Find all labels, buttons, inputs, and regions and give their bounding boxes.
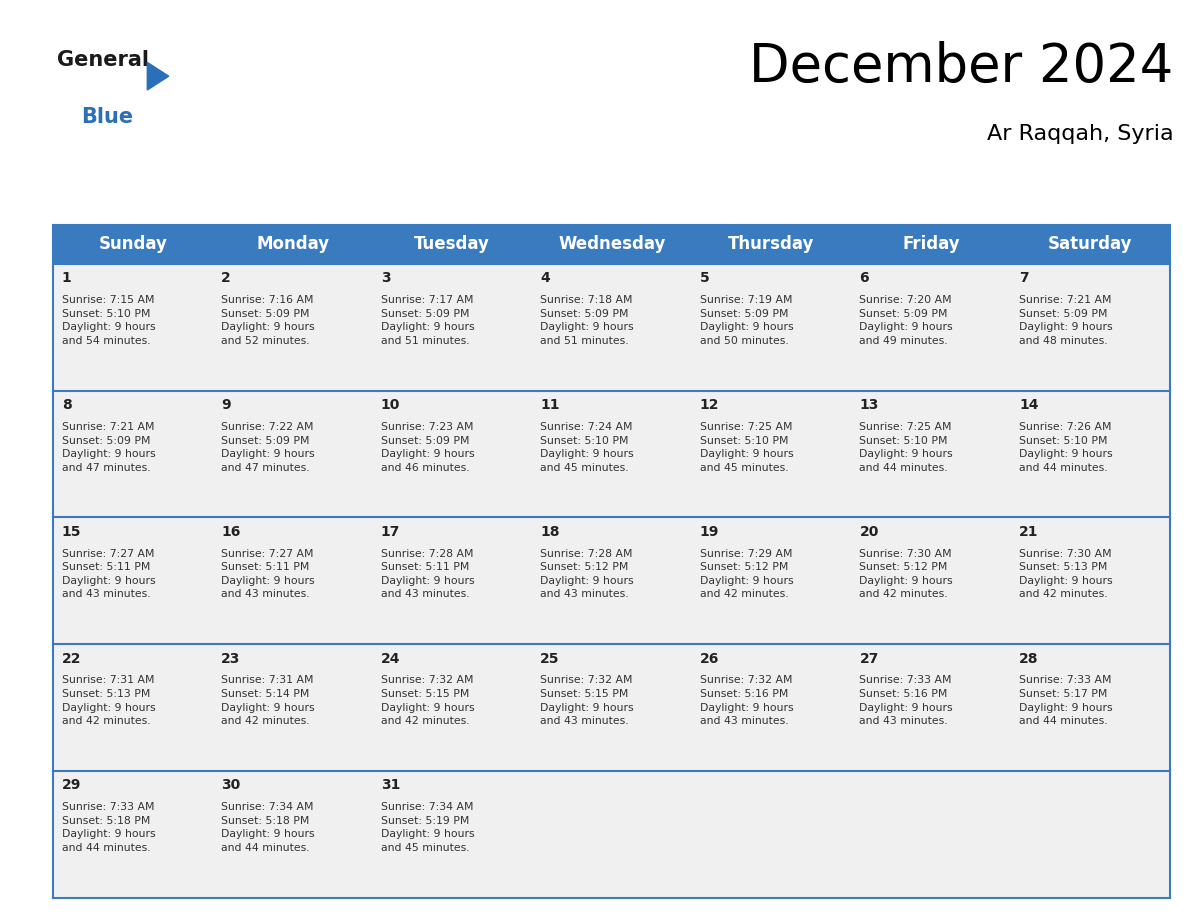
- Text: 25: 25: [541, 652, 560, 666]
- Text: 24: 24: [381, 652, 400, 666]
- Text: Sunrise: 7:23 AM
Sunset: 5:09 PM
Daylight: 9 hours
and 46 minutes.: Sunrise: 7:23 AM Sunset: 5:09 PM Dayligh…: [381, 422, 474, 473]
- Text: Sunrise: 7:34 AM
Sunset: 5:18 PM
Daylight: 9 hours
and 44 minutes.: Sunrise: 7:34 AM Sunset: 5:18 PM Dayligh…: [221, 802, 315, 853]
- Text: 20: 20: [859, 525, 879, 539]
- Text: Sunrise: 7:21 AM
Sunset: 5:09 PM
Daylight: 9 hours
and 47 minutes.: Sunrise: 7:21 AM Sunset: 5:09 PM Dayligh…: [62, 422, 156, 473]
- Text: Sunrise: 7:30 AM
Sunset: 5:13 PM
Daylight: 9 hours
and 42 minutes.: Sunrise: 7:30 AM Sunset: 5:13 PM Dayligh…: [1019, 549, 1113, 599]
- Text: Ar Raqqah, Syria: Ar Raqqah, Syria: [987, 124, 1174, 144]
- Text: 3: 3: [381, 272, 391, 285]
- Text: Sunrise: 7:25 AM
Sunset: 5:10 PM
Daylight: 9 hours
and 45 minutes.: Sunrise: 7:25 AM Sunset: 5:10 PM Dayligh…: [700, 422, 794, 473]
- Text: 26: 26: [700, 652, 719, 666]
- Text: Sunrise: 7:28 AM
Sunset: 5:11 PM
Daylight: 9 hours
and 43 minutes.: Sunrise: 7:28 AM Sunset: 5:11 PM Dayligh…: [381, 549, 474, 599]
- Text: Sunrise: 7:27 AM
Sunset: 5:11 PM
Daylight: 9 hours
and 43 minutes.: Sunrise: 7:27 AM Sunset: 5:11 PM Dayligh…: [62, 549, 156, 599]
- Text: 6: 6: [859, 272, 870, 285]
- Text: Sunrise: 7:27 AM
Sunset: 5:11 PM
Daylight: 9 hours
and 43 minutes.: Sunrise: 7:27 AM Sunset: 5:11 PM Dayligh…: [221, 549, 315, 599]
- Text: Sunrise: 7:34 AM
Sunset: 5:19 PM
Daylight: 9 hours
and 45 minutes.: Sunrise: 7:34 AM Sunset: 5:19 PM Dayligh…: [381, 802, 474, 853]
- Text: Sunrise: 7:20 AM
Sunset: 5:09 PM
Daylight: 9 hours
and 49 minutes.: Sunrise: 7:20 AM Sunset: 5:09 PM Dayligh…: [859, 296, 953, 346]
- Text: Sunrise: 7:26 AM
Sunset: 5:10 PM
Daylight: 9 hours
and 44 minutes.: Sunrise: 7:26 AM Sunset: 5:10 PM Dayligh…: [1019, 422, 1113, 473]
- Text: Sunrise: 7:16 AM
Sunset: 5:09 PM
Daylight: 9 hours
and 52 minutes.: Sunrise: 7:16 AM Sunset: 5:09 PM Dayligh…: [221, 296, 315, 346]
- Polygon shape: [147, 62, 169, 90]
- Text: Sunrise: 7:25 AM
Sunset: 5:10 PM
Daylight: 9 hours
and 44 minutes.: Sunrise: 7:25 AM Sunset: 5:10 PM Dayligh…: [859, 422, 953, 473]
- Text: 15: 15: [62, 525, 81, 539]
- Text: 31: 31: [381, 778, 400, 792]
- Text: 19: 19: [700, 525, 719, 539]
- Text: Thursday: Thursday: [728, 235, 815, 253]
- Text: Friday: Friday: [902, 235, 960, 253]
- Text: 12: 12: [700, 398, 720, 412]
- Text: Sunrise: 7:15 AM
Sunset: 5:10 PM
Daylight: 9 hours
and 54 minutes.: Sunrise: 7:15 AM Sunset: 5:10 PM Dayligh…: [62, 296, 156, 346]
- Text: 23: 23: [221, 652, 241, 666]
- Text: Monday: Monday: [257, 235, 329, 253]
- Text: 30: 30: [221, 778, 240, 792]
- Text: Sunrise: 7:33 AM
Sunset: 5:16 PM
Daylight: 9 hours
and 43 minutes.: Sunrise: 7:33 AM Sunset: 5:16 PM Dayligh…: [859, 676, 953, 726]
- Text: Sunday: Sunday: [99, 235, 168, 253]
- Text: 1: 1: [62, 272, 71, 285]
- Text: Wednesday: Wednesday: [558, 235, 665, 253]
- Text: General: General: [57, 50, 148, 71]
- Text: Sunrise: 7:32 AM
Sunset: 5:16 PM
Daylight: 9 hours
and 43 minutes.: Sunrise: 7:32 AM Sunset: 5:16 PM Dayligh…: [700, 676, 794, 726]
- Text: Sunrise: 7:33 AM
Sunset: 5:18 PM
Daylight: 9 hours
and 44 minutes.: Sunrise: 7:33 AM Sunset: 5:18 PM Dayligh…: [62, 802, 156, 853]
- Text: 21: 21: [1019, 525, 1038, 539]
- Text: 13: 13: [859, 398, 879, 412]
- Text: 7: 7: [1019, 272, 1029, 285]
- Bar: [53, 518, 1170, 644]
- Text: December 2024: December 2024: [750, 41, 1174, 94]
- Text: Blue: Blue: [81, 107, 133, 128]
- Bar: [53, 391, 1170, 518]
- Text: 16: 16: [221, 525, 241, 539]
- Text: Sunrise: 7:29 AM
Sunset: 5:12 PM
Daylight: 9 hours
and 42 minutes.: Sunrise: 7:29 AM Sunset: 5:12 PM Dayligh…: [700, 549, 794, 599]
- Text: Saturday: Saturday: [1048, 235, 1132, 253]
- Text: Sunrise: 7:33 AM
Sunset: 5:17 PM
Daylight: 9 hours
and 44 minutes.: Sunrise: 7:33 AM Sunset: 5:17 PM Dayligh…: [1019, 676, 1113, 726]
- Text: Sunrise: 7:18 AM
Sunset: 5:09 PM
Daylight: 9 hours
and 51 minutes.: Sunrise: 7:18 AM Sunset: 5:09 PM Dayligh…: [541, 296, 634, 346]
- Text: 9: 9: [221, 398, 230, 412]
- Text: Sunrise: 7:32 AM
Sunset: 5:15 PM
Daylight: 9 hours
and 42 minutes.: Sunrise: 7:32 AM Sunset: 5:15 PM Dayligh…: [381, 676, 474, 726]
- Bar: [53, 264, 1170, 391]
- Text: 22: 22: [62, 652, 81, 666]
- Text: Sunrise: 7:31 AM
Sunset: 5:13 PM
Daylight: 9 hours
and 42 minutes.: Sunrise: 7:31 AM Sunset: 5:13 PM Dayligh…: [62, 676, 156, 726]
- Text: 11: 11: [541, 398, 560, 412]
- Text: Sunrise: 7:24 AM
Sunset: 5:10 PM
Daylight: 9 hours
and 45 minutes.: Sunrise: 7:24 AM Sunset: 5:10 PM Dayligh…: [541, 422, 634, 473]
- Text: 18: 18: [541, 525, 560, 539]
- Text: Sunrise: 7:19 AM
Sunset: 5:09 PM
Daylight: 9 hours
and 50 minutes.: Sunrise: 7:19 AM Sunset: 5:09 PM Dayligh…: [700, 296, 794, 346]
- Text: 28: 28: [1019, 652, 1038, 666]
- Text: 17: 17: [381, 525, 400, 539]
- Text: Sunrise: 7:22 AM
Sunset: 5:09 PM
Daylight: 9 hours
and 47 minutes.: Sunrise: 7:22 AM Sunset: 5:09 PM Dayligh…: [221, 422, 315, 473]
- Bar: [53, 644, 1170, 771]
- Bar: [53, 771, 1170, 898]
- Text: Tuesday: Tuesday: [415, 235, 491, 253]
- Text: Sunrise: 7:30 AM
Sunset: 5:12 PM
Daylight: 9 hours
and 42 minutes.: Sunrise: 7:30 AM Sunset: 5:12 PM Dayligh…: [859, 549, 953, 599]
- Text: Sunrise: 7:32 AM
Sunset: 5:15 PM
Daylight: 9 hours
and 43 minutes.: Sunrise: 7:32 AM Sunset: 5:15 PM Dayligh…: [541, 676, 634, 726]
- Text: 29: 29: [62, 778, 81, 792]
- Text: Sunrise: 7:31 AM
Sunset: 5:14 PM
Daylight: 9 hours
and 42 minutes.: Sunrise: 7:31 AM Sunset: 5:14 PM Dayligh…: [221, 676, 315, 726]
- Text: Sunrise: 7:21 AM
Sunset: 5:09 PM
Daylight: 9 hours
and 48 minutes.: Sunrise: 7:21 AM Sunset: 5:09 PM Dayligh…: [1019, 296, 1113, 346]
- Text: 5: 5: [700, 272, 709, 285]
- Text: 4: 4: [541, 272, 550, 285]
- Text: Sunrise: 7:28 AM
Sunset: 5:12 PM
Daylight: 9 hours
and 43 minutes.: Sunrise: 7:28 AM Sunset: 5:12 PM Dayligh…: [541, 549, 634, 599]
- Text: 10: 10: [381, 398, 400, 412]
- Text: 8: 8: [62, 398, 71, 412]
- Text: 27: 27: [859, 652, 879, 666]
- Text: 2: 2: [221, 272, 230, 285]
- Text: Sunrise: 7:17 AM
Sunset: 5:09 PM
Daylight: 9 hours
and 51 minutes.: Sunrise: 7:17 AM Sunset: 5:09 PM Dayligh…: [381, 296, 474, 346]
- Bar: [53, 225, 1170, 264]
- Text: 14: 14: [1019, 398, 1038, 412]
